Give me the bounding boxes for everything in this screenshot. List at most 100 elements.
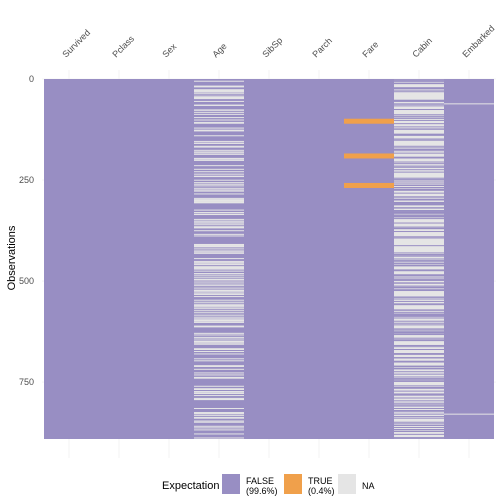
cell-age-na-row-347 <box>194 218 244 220</box>
column-cells-sibsp <box>244 79 294 439</box>
cell-cabin-false-row-730 <box>394 373 444 375</box>
cell-cabin-false-row-337 <box>394 214 444 216</box>
cell-age-na-row-250 <box>194 179 244 181</box>
cell-age-na-row-431 <box>194 252 244 254</box>
cell-age-na-row-82 <box>194 111 244 113</box>
cell-age-na-row-650 <box>194 341 244 343</box>
cell-cabin-false-row-690 <box>394 357 444 359</box>
cell-cabin-false-row-618 <box>394 328 444 330</box>
cell-age-na-row-214 <box>194 165 244 167</box>
cell-cabin-false-row-647 <box>394 340 444 342</box>
cell-cabin-false-row-230 <box>394 171 444 173</box>
cell-cabin-false-row-430 <box>394 252 444 254</box>
cell-age-na-row-26 <box>194 89 244 91</box>
cell-cabin-false-row-248 <box>394 178 444 180</box>
cell-cabin-false-row-853 <box>394 423 444 425</box>
cell-cabin-false-row-544 <box>394 298 444 300</box>
cell-age-na-row-264 <box>194 185 244 187</box>
cell-age-na-row-495 <box>194 278 244 280</box>
cell-cabin-false-row-591 <box>394 317 444 319</box>
cell-cabin-false-row-779 <box>394 393 444 395</box>
y-axis-title: Observations <box>6 225 18 290</box>
cell-age-na-row-330 <box>194 212 244 214</box>
legend: Expectation FALSE(99.6%) TRUE(0.4%) NA <box>162 474 375 496</box>
cell-cabin-false-row-748 <box>394 380 444 382</box>
cell-cabin-false-row-700 <box>394 361 444 363</box>
cell-cabin-false-row-88 <box>394 114 444 116</box>
cell-cabin-false-row-377 <box>394 231 444 233</box>
cell-age-na-row-77 <box>194 109 244 111</box>
cell-cabin-false-row-520 <box>394 288 444 290</box>
cell-cabin-false-row-516 <box>394 287 444 289</box>
cell-cabin-false-row-872 <box>394 431 444 433</box>
cell-age-na-row-354 <box>194 221 244 223</box>
cell-cabin-false-row-669 <box>394 349 444 351</box>
cell-age-na-row-573 <box>194 310 244 312</box>
cell-age-na-row-324 <box>194 209 244 211</box>
cell-cabin-false-row-339 <box>394 215 444 217</box>
cell-age-na-row-560 <box>194 304 244 306</box>
cell-age-na-row-196 <box>194 157 244 159</box>
cell-age-na-row-656 <box>194 343 244 345</box>
cell-age-na-row-839 <box>194 417 244 419</box>
cell-cabin-false-row-62 <box>394 103 444 105</box>
cell-age-na-row-653 <box>194 342 244 344</box>
column-cells-sex <box>144 79 194 439</box>
cell-cabin-false-row-118 <box>394 126 444 128</box>
cell-age-na-row-793 <box>194 399 244 401</box>
cell-age-na-row-547 <box>194 299 244 301</box>
cell-cabin-false-row-889 <box>394 437 444 439</box>
cell-age-na-row-351 <box>194 220 244 222</box>
cell-age-na-row-375 <box>194 230 244 232</box>
cell-age-na-row-284 <box>194 193 244 195</box>
cell-cabin-false-row-110 <box>394 123 444 125</box>
cell-cabin-false-row-763 <box>394 386 444 388</box>
cell-cabin-false-row-209 <box>394 163 444 165</box>
cell-age-na-row-598 <box>194 320 244 322</box>
cell-age-na-row-186 <box>194 153 244 155</box>
cell-age-na-row-557 <box>194 303 244 305</box>
cell-age-na-row-168 <box>194 146 244 148</box>
column-cells-pclass <box>94 79 144 439</box>
cell-cabin-false-row-174 <box>394 149 444 151</box>
cell-cabin-false-row-366 <box>394 226 444 228</box>
cell-cabin-false-row-325 <box>394 210 444 212</box>
cell-cabin-false-row-412 <box>394 245 444 247</box>
cell-age-na-row-522 <box>194 289 244 291</box>
cell-age-na-row-773 <box>194 391 244 393</box>
cell-cabin-false-row-311 <box>394 204 444 206</box>
cell-cabin-false-row-139 <box>394 134 444 136</box>
cell-age-na-row-481 <box>194 273 244 275</box>
cell-age-na-row-643 <box>194 338 244 340</box>
cell-cabin-false-row-599 <box>394 320 444 322</box>
cell-cabin-false-row-55 <box>394 100 444 102</box>
cell-cabin-false-row-205 <box>394 161 444 163</box>
cell-age-na-row-783 <box>194 395 244 397</box>
cell-age-na-row-32 <box>194 91 244 93</box>
cell-age-na-row-718 <box>194 368 244 370</box>
cell-age-na-row-159 <box>194 142 244 144</box>
cell-cabin-false-row-137 <box>394 134 444 136</box>
cell-age-na-row-444 <box>194 258 244 260</box>
cell-age-na-row-17 <box>194 85 244 87</box>
cell-cabin-false-row-224 <box>394 169 444 171</box>
cell-cabin-false-row-31 <box>394 91 444 93</box>
cell-age-na-row-680 <box>194 353 244 355</box>
cell-age-na-row-778 <box>194 393 244 395</box>
cell-cabin-false-row-540 <box>394 296 444 298</box>
cell-age-na-row-578 <box>194 312 244 314</box>
cell-layer <box>44 79 494 439</box>
cell-age-na-row-166 <box>194 145 244 147</box>
cell-age-na-row-384 <box>194 233 244 235</box>
cell-age-na-row-304 <box>194 201 244 203</box>
cell-cabin-false-row-329 <box>394 211 444 213</box>
y-axis-ticks: 0 250 500 750 <box>19 74 34 387</box>
cell-cabin-false-row-581 <box>394 313 444 315</box>
cell-age-na-row-295 <box>194 197 244 199</box>
cell-cabin-false-row-474 <box>394 270 444 272</box>
cell-cabin-false-row-27 <box>394 89 444 91</box>
cell-age-na-row-181 <box>194 151 244 153</box>
cell-age-na-row-533 <box>194 294 244 296</box>
cell-cabin-false-row-124 <box>394 128 444 130</box>
